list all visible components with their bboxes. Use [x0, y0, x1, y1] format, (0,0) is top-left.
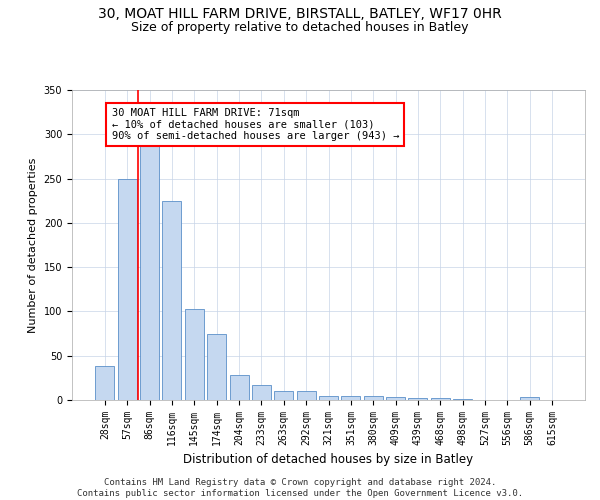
Bar [230, 375, 248, 400]
Bar [319, 396, 338, 400]
Bar [140, 143, 159, 400]
Text: 30 MOAT HILL FARM DRIVE: 71sqm
← 10% of detached houses are smaller (103)
90% of: 30 MOAT HILL FARM DRIVE: 71sqm ← 10% of … [112, 108, 399, 141]
Bar [163, 200, 181, 400]
Bar [453, 399, 472, 400]
Bar [386, 398, 405, 400]
Bar [185, 309, 204, 400]
Text: 30, MOAT HILL FARM DRIVE, BIRSTALL, BATLEY, WF17 0HR: 30, MOAT HILL FARM DRIVE, BIRSTALL, BATL… [98, 8, 502, 22]
Bar [252, 385, 271, 400]
Y-axis label: Number of detached properties: Number of detached properties [28, 158, 38, 332]
Bar [520, 398, 539, 400]
X-axis label: Distribution of detached houses by size in Batley: Distribution of detached houses by size … [184, 454, 473, 466]
Text: Contains HM Land Registry data © Crown copyright and database right 2024.
Contai: Contains HM Land Registry data © Crown c… [77, 478, 523, 498]
Bar [364, 396, 383, 400]
Bar [341, 396, 361, 400]
Bar [409, 398, 427, 400]
Bar [296, 391, 316, 400]
Bar [274, 391, 293, 400]
Bar [95, 366, 115, 400]
Bar [431, 398, 450, 400]
Text: Size of property relative to detached houses in Batley: Size of property relative to detached ho… [131, 21, 469, 34]
Bar [118, 178, 137, 400]
Bar [207, 334, 226, 400]
